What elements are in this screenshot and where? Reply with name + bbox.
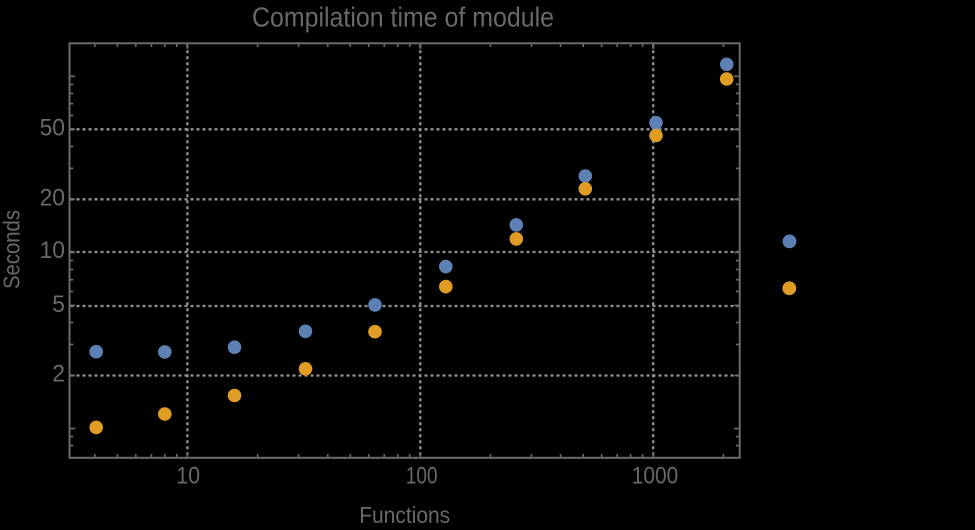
svg-text:10: 10 (176, 464, 200, 490)
svg-text:5: 5 (52, 292, 65, 318)
svg-text:1000: 1000 (632, 464, 679, 490)
svg-text:Functions: Functions (359, 502, 450, 525)
svg-text:20: 20 (40, 186, 65, 212)
svg-text:2: 2 (52, 362, 65, 388)
svg-text:100: 100 (406, 464, 438, 490)
svg-text:50: 50 (40, 116, 65, 142)
svg-text:10: 10 (40, 238, 65, 264)
svg-text:Compilation time of module: Compilation time of module (252, 2, 554, 33)
svg-text:Seconds: Seconds (0, 210, 25, 289)
